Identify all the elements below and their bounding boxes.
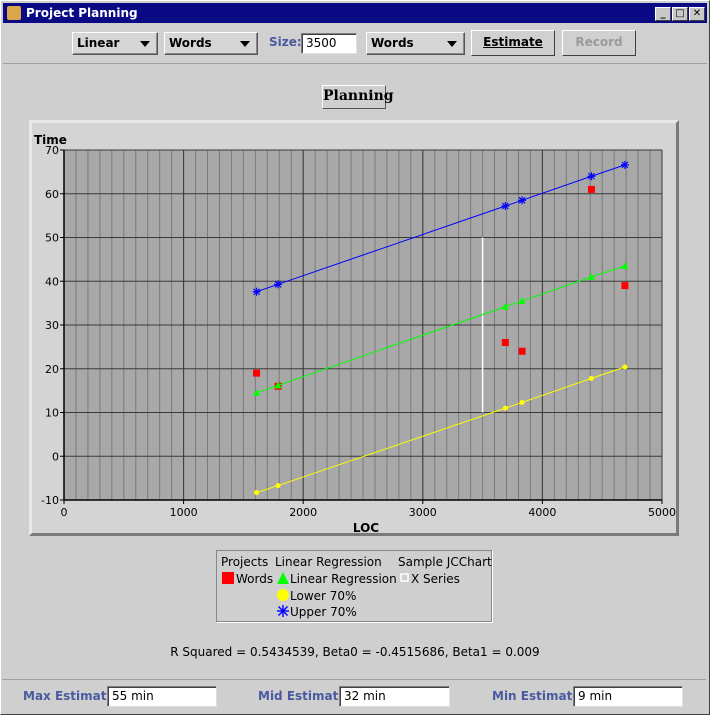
linear-regression-point xyxy=(274,381,282,389)
y-tick-label: 20 xyxy=(45,363,59,376)
words-point xyxy=(253,369,261,377)
upper-70-line xyxy=(256,164,626,293)
window-title: Project Planning xyxy=(26,6,138,20)
x-tick-label: 4000 xyxy=(528,506,556,519)
star-icon xyxy=(277,605,289,617)
x-tick-label: 0 xyxy=(61,506,68,519)
linear-regression-point xyxy=(518,296,526,304)
title-bar: Project Planning _ □ ✕ xyxy=(3,3,707,23)
y-tick-label: -10 xyxy=(41,494,59,507)
linear-regression-point xyxy=(253,388,261,396)
size-value: 3500 xyxy=(306,36,337,50)
legend-x-series: X Series xyxy=(411,572,460,586)
chart-legend: Projects Linear Regression Sample JCChar… xyxy=(216,550,492,622)
size-input[interactable]: 3500 xyxy=(301,33,357,54)
x-units-value: Words xyxy=(169,36,212,50)
x-tick-label: 2000 xyxy=(289,506,317,519)
words-point xyxy=(501,339,509,346)
lower-70-point xyxy=(519,399,525,405)
regression-stats: R Squared = 0.5434539, Beta0 = -0.451568… xyxy=(170,645,540,659)
upper-70-point xyxy=(620,160,629,169)
legend-header-projects: Projects xyxy=(221,555,269,569)
max-estimate-label: Max Estimate: xyxy=(23,689,120,703)
java-cup-icon xyxy=(7,6,21,20)
triangle-icon xyxy=(277,572,289,584)
upper-70-point xyxy=(274,280,283,289)
chart-title: Planning xyxy=(322,85,394,109)
mid-estimate-label: Mid Estimate: xyxy=(258,689,352,703)
x-axis-label: LOC xyxy=(353,521,379,533)
legend-linear-regression: Linear Regression xyxy=(290,572,397,586)
linear-regression-point xyxy=(501,302,509,310)
words-square-icon xyxy=(222,572,234,584)
y-tick-label: 0 xyxy=(52,450,59,463)
size-label: Size: xyxy=(269,35,302,49)
x-series-icon xyxy=(400,573,409,582)
linear-regression-point xyxy=(621,261,629,269)
y-units-value: Words xyxy=(371,36,414,50)
minimize-icon[interactable]: _ xyxy=(655,7,671,21)
mid-estimate-value: 32 min xyxy=(344,689,386,703)
lower-70-point xyxy=(502,405,508,411)
lower-70-point xyxy=(622,364,628,370)
estimate-bar xyxy=(2,679,706,714)
y-tick-label: 30 xyxy=(45,319,59,332)
linear-regression-line xyxy=(256,265,626,394)
maximize-icon[interactable]: □ xyxy=(672,7,688,21)
words-point xyxy=(587,185,595,193)
record-button-label: Record xyxy=(575,35,623,49)
close-icon[interactable]: ✕ xyxy=(689,7,705,21)
x-tick-label: 3000 xyxy=(409,506,437,519)
upper-70-point xyxy=(518,196,527,205)
estimate-button-label: Estimate xyxy=(483,35,543,49)
words-point xyxy=(518,347,526,355)
y-axis-label: Time xyxy=(34,133,67,147)
lower-70-point xyxy=(275,483,281,489)
mid-estimate-field[interactable]: 32 min xyxy=(339,686,450,707)
regression-type-value: Linear xyxy=(77,36,120,50)
x-tick-label: 5000 xyxy=(648,506,676,519)
y-tick-label: 50 xyxy=(45,232,59,245)
y-tick-label: 10 xyxy=(45,407,59,420)
chevron-down-icon xyxy=(140,41,150,47)
max-estimate-value: 55 min xyxy=(112,689,154,703)
min-estimate-field[interactable]: 9 min xyxy=(573,686,683,707)
legend-words: Words xyxy=(236,572,274,586)
y-tick-label: 70 xyxy=(45,144,59,157)
upper-70-point xyxy=(587,172,596,181)
linear-regression-point xyxy=(587,272,595,280)
lower-70-point xyxy=(588,375,594,381)
chart-panel: -10 0 10 20 30 40 50 60 70 0 1000 2000 3000 4000 5000 T… xyxy=(29,120,679,536)
legend-header-sample: Sample JCChart xyxy=(398,555,492,569)
chevron-down-icon xyxy=(240,41,250,47)
lower-70-point xyxy=(254,490,260,496)
legend-header-linear-regression: Linear Regression xyxy=(275,555,382,569)
estimate-button[interactable]: Estimate xyxy=(471,30,555,56)
min-estimate-value: 9 min xyxy=(578,689,613,703)
upper-70-point xyxy=(501,202,510,210)
x-units-select[interactable]: Words xyxy=(164,32,258,55)
legend-lower: Lower 70% xyxy=(290,589,357,603)
upper-70-point xyxy=(252,287,261,296)
x-tick-label: 1000 xyxy=(170,506,198,519)
chevron-down-icon xyxy=(447,41,457,47)
lower-70-line xyxy=(256,366,626,494)
max-estimate-field[interactable]: 55 min xyxy=(107,686,217,707)
regression-type-select[interactable]: Linear xyxy=(72,32,158,55)
legend-upper: Upper 70% xyxy=(290,605,357,619)
circle-icon xyxy=(277,589,289,601)
min-estimate-label: Min Estimate: xyxy=(492,689,586,703)
y-tick-label: 40 xyxy=(45,275,59,288)
words-point xyxy=(621,282,629,290)
record-button[interactable]: Record xyxy=(562,30,636,56)
y-units-select[interactable]: Words xyxy=(366,32,465,55)
y-tick-label: 60 xyxy=(45,188,59,201)
